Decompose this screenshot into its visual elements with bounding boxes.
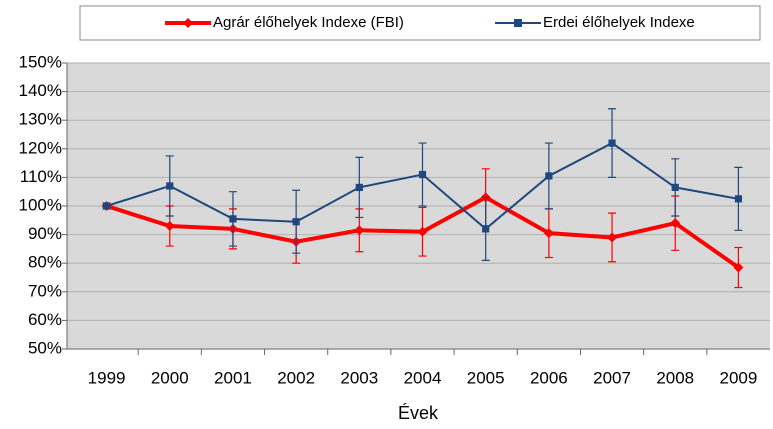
point	[166, 182, 174, 190]
x-tick-label: 2007	[593, 368, 631, 387]
point	[229, 215, 237, 223]
y-tick-label: 150%	[19, 52, 62, 71]
x-tick-label: 2000	[151, 368, 189, 387]
point	[102, 202, 111, 210]
point	[543, 228, 554, 239]
x-tick-label: 2003	[340, 368, 378, 387]
y-tick-label: 90%	[28, 224, 62, 243]
y-tick-label: 50%	[28, 338, 62, 357]
y-tick-label: 120%	[19, 138, 62, 157]
point	[608, 139, 616, 147]
y-tick-label: 70%	[28, 281, 62, 300]
point	[164, 221, 175, 232]
point	[418, 170, 427, 179]
y-tick-label: 140%	[19, 81, 62, 100]
legend-label: Agrár élőhelyek Indexe (FBI)	[213, 14, 404, 31]
y-tick-label: 80%	[28, 253, 62, 272]
point	[671, 183, 679, 192]
point	[545, 172, 553, 180]
legend-marker	[514, 19, 522, 27]
point	[670, 218, 681, 229]
legend-label: Erdei élőhelyek Indexe	[543, 14, 695, 31]
y-tick-label: 110%	[20, 167, 62, 186]
point	[733, 262, 744, 273]
x-tick-label: 2001	[214, 368, 252, 387]
point	[354, 225, 365, 236]
x-tick-label: 2002	[277, 368, 315, 387]
legend-marker	[183, 18, 193, 28]
point	[355, 183, 363, 192]
y-tick-label: 130%	[19, 110, 62, 129]
point	[734, 195, 743, 203]
x-tick-label: 2004	[404, 368, 442, 387]
x-tick-label: 2006	[530, 368, 568, 387]
y-tick-label: 60%	[28, 310, 62, 329]
point	[417, 226, 428, 237]
x-axis-label: Évek	[398, 403, 439, 423]
point	[292, 218, 300, 226]
x-tick-label: 2008	[656, 368, 694, 387]
point	[482, 225, 490, 233]
x-tick-label: 2009	[719, 368, 757, 387]
point	[607, 232, 618, 243]
x-tick-label: 2005	[467, 368, 505, 387]
x-tick-label: 1999	[88, 368, 126, 387]
y-tick-label: 100%	[19, 195, 62, 214]
